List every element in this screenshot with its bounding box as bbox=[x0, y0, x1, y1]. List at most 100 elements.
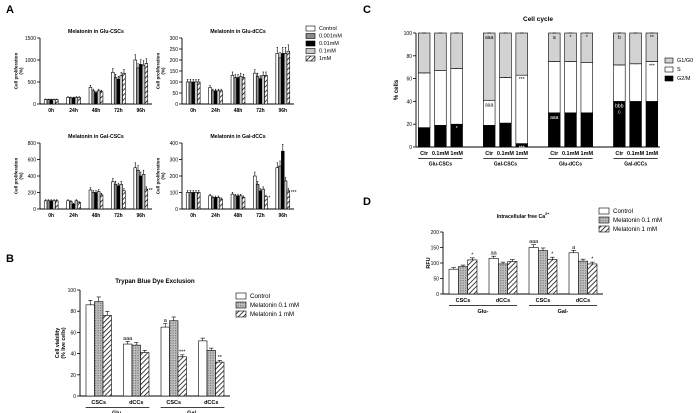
chart-title-superscript: 2+ bbox=[545, 212, 549, 216]
bar bbox=[99, 194, 104, 210]
stacked-bar-segment bbox=[564, 112, 577, 148]
bar bbox=[49, 99, 53, 105]
bar bbox=[219, 198, 223, 210]
group-label: Glu-CSCs bbox=[429, 162, 453, 168]
stacked-bar-segment bbox=[629, 32, 642, 65]
legend-label: 0.1mM bbox=[319, 49, 336, 55]
legend-label: G2/M bbox=[677, 76, 691, 82]
bar bbox=[113, 77, 118, 105]
legend-swatch bbox=[235, 310, 247, 318]
group-label: Gal- bbox=[558, 309, 569, 315]
x-tick-label: CSCs bbox=[91, 400, 106, 406]
legend-swatch bbox=[305, 40, 316, 47]
panel-letter: D bbox=[363, 196, 371, 208]
bar bbox=[169, 320, 179, 397]
bar bbox=[160, 326, 170, 397]
y-axis-label: Cell proliferation(%) bbox=[13, 158, 23, 195]
x-tick-label: dCCs bbox=[576, 298, 590, 304]
y-tick-label: 60 bbox=[406, 77, 412, 83]
bar bbox=[208, 195, 212, 210]
bar bbox=[185, 192, 190, 210]
group-label: Glu-dCCs bbox=[559, 162, 582, 168]
legend-label: 0.001mM bbox=[319, 34, 342, 40]
bar bbox=[239, 76, 243, 105]
x-tick-label: 24h bbox=[69, 108, 78, 114]
bar bbox=[88, 86, 93, 105]
legend-swatch bbox=[598, 207, 610, 215]
x-tick-label: 72h bbox=[256, 108, 265, 114]
bar bbox=[213, 197, 218, 210]
significance-mark: aaa bbox=[485, 35, 494, 41]
bar bbox=[188, 81, 193, 105]
bar bbox=[49, 200, 53, 210]
legend-swatch bbox=[598, 225, 610, 233]
bar bbox=[102, 315, 112, 397]
bar bbox=[55, 200, 59, 210]
bar bbox=[278, 57, 282, 105]
significance-mark: a bbox=[553, 35, 556, 41]
stacked-bar-segment bbox=[645, 101, 659, 148]
bar bbox=[253, 72, 257, 105]
bar bbox=[241, 77, 246, 105]
bar bbox=[74, 200, 79, 210]
bar bbox=[133, 59, 137, 105]
y-tick-label: 100 bbox=[170, 80, 179, 86]
x-tick-label: 24h bbox=[211, 108, 220, 114]
stacked-bar-segment bbox=[629, 101, 642, 148]
x-tick-label: Ctr bbox=[615, 151, 624, 157]
y-tick-label: 100 bbox=[68, 288, 77, 294]
bar bbox=[74, 97, 79, 105]
bar bbox=[286, 50, 291, 105]
stacked-bar-segment bbox=[613, 64, 626, 102]
bar bbox=[43, 99, 48, 105]
bar bbox=[136, 169, 140, 210]
legend-swatch bbox=[305, 48, 316, 54]
stacked-bar-segment bbox=[580, 62, 593, 114]
significance-mark: aaa bbox=[550, 115, 559, 121]
bar bbox=[233, 195, 237, 210]
bar bbox=[131, 344, 141, 397]
bar bbox=[139, 175, 143, 210]
stacked-bar-segment bbox=[515, 32, 528, 76]
bar bbox=[258, 78, 263, 105]
y-tick-label: 0 bbox=[73, 394, 76, 400]
bar bbox=[236, 195, 240, 210]
bar bbox=[216, 197, 221, 210]
x-tick-label: 72h bbox=[114, 108, 123, 114]
bar bbox=[528, 247, 539, 295]
y-tick-label: 60 bbox=[70, 330, 76, 336]
y-tick-label: 1000 bbox=[25, 58, 36, 64]
bar bbox=[275, 53, 279, 105]
significance-mark: *** bbox=[179, 349, 186, 355]
stacked-bar-segment bbox=[515, 74, 528, 144]
bar bbox=[197, 81, 201, 105]
y-tick-label: 50 bbox=[172, 91, 178, 97]
bar bbox=[94, 301, 104, 397]
chart-title: Trypan Blue Dye Exclusion bbox=[115, 278, 195, 285]
y-tick-label: 0 bbox=[436, 292, 439, 298]
bar bbox=[261, 188, 265, 210]
bar bbox=[283, 180, 288, 210]
panel-letter: B bbox=[6, 253, 14, 265]
significance-mark: * bbox=[471, 252, 474, 258]
bar bbox=[253, 175, 257, 210]
stacked-bar-segment bbox=[483, 32, 496, 101]
significance-mark: ** bbox=[650, 35, 654, 41]
x-tick-label: 0.1mM bbox=[497, 151, 515, 157]
y-tick-label: 300 bbox=[170, 36, 179, 42]
y-tick-label: 400 bbox=[28, 174, 37, 180]
y-axis-label-line: (%) bbox=[161, 172, 166, 180]
bar bbox=[587, 263, 598, 295]
significance-mark: *** bbox=[291, 190, 297, 196]
y-tick-label: 0 bbox=[175, 207, 178, 213]
significance-mark: aaa bbox=[485, 102, 494, 108]
y-tick-label: 80 bbox=[70, 309, 76, 315]
bar bbox=[52, 99, 56, 105]
bar bbox=[144, 188, 149, 210]
bar bbox=[123, 343, 133, 397]
bar bbox=[113, 183, 118, 210]
x-tick-label: 96h bbox=[278, 213, 287, 219]
x-tick-label: 0.1mM bbox=[627, 151, 645, 157]
x-tick-label: 0h bbox=[190, 213, 196, 219]
bar bbox=[141, 174, 146, 210]
